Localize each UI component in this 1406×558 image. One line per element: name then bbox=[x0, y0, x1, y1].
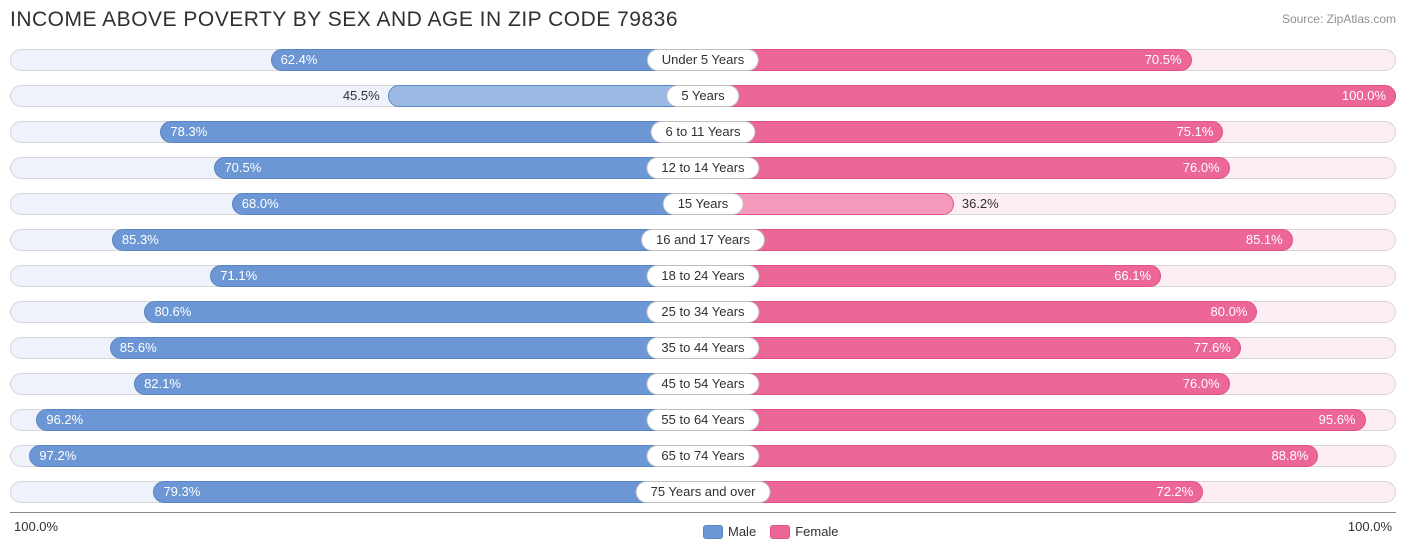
male-value: 80.6% bbox=[154, 301, 191, 323]
female-bar bbox=[703, 49, 1192, 71]
male-bar bbox=[388, 85, 703, 107]
chart-footer: 100.0% Male Female 100.0% bbox=[10, 513, 1396, 539]
category-label: 65 to 74 Years bbox=[646, 445, 759, 467]
legend-female: Female bbox=[770, 524, 838, 539]
chart-row: 79.3% 72.2% 75 Years and over bbox=[10, 476, 1396, 508]
category-label: 55 to 64 Years bbox=[646, 409, 759, 431]
female-value: 77.6% bbox=[1194, 337, 1231, 359]
male-value: 78.3% bbox=[170, 121, 207, 143]
category-label: 6 to 11 Years bbox=[651, 121, 756, 143]
female-bar bbox=[703, 337, 1241, 359]
male-bar bbox=[134, 373, 703, 395]
male-bar bbox=[144, 301, 703, 323]
female-bar bbox=[703, 121, 1223, 143]
chart-row: 70.5% 76.0% 12 to 14 Years bbox=[10, 152, 1396, 184]
male-value: 97.2% bbox=[39, 445, 76, 467]
chart-source: Source: ZipAtlas.com bbox=[1282, 8, 1396, 26]
male-value: 71.1% bbox=[220, 265, 257, 287]
female-bar bbox=[703, 409, 1366, 431]
male-value: 45.5% bbox=[343, 85, 388, 107]
female-bar bbox=[703, 85, 1396, 107]
chart-row: 82.1% 76.0% 45 to 54 Years bbox=[10, 368, 1396, 400]
chart-row: 71.1% 66.1% 18 to 24 Years bbox=[10, 260, 1396, 292]
axis-max-right-label: 100.0% bbox=[1348, 519, 1392, 534]
female-value: 76.0% bbox=[1183, 373, 1220, 395]
pyramid-chart: 62.4% 70.5% Under 5 Years 45.5% 100.0% 5 Year… bbox=[10, 44, 1396, 513]
chart-row: 85.3% 85.1% 16 and 17 Years bbox=[10, 224, 1396, 256]
male-bar bbox=[271, 49, 703, 71]
female-value: 75.1% bbox=[1177, 121, 1214, 143]
category-label: Under 5 Years bbox=[647, 49, 759, 71]
legend: Male Female bbox=[703, 519, 839, 545]
legend-female-label: Female bbox=[795, 524, 838, 539]
female-value: 70.5% bbox=[1145, 49, 1182, 71]
female-value: 80.0% bbox=[1211, 301, 1248, 323]
male-value: 82.1% bbox=[144, 373, 181, 395]
male-bar bbox=[160, 121, 703, 143]
female-bar bbox=[703, 229, 1293, 251]
male-bar bbox=[232, 193, 703, 215]
axis-max-left: 100.0% bbox=[10, 519, 703, 534]
category-label: 35 to 44 Years bbox=[646, 337, 759, 359]
male-bar bbox=[214, 157, 703, 179]
female-value: 66.1% bbox=[1114, 265, 1151, 287]
chart-row: 97.2% 88.8% 65 to 74 Years bbox=[10, 440, 1396, 472]
male-bar bbox=[112, 229, 703, 251]
male-value: 79.3% bbox=[163, 481, 200, 503]
chart-row: 62.4% 70.5% Under 5 Years bbox=[10, 44, 1396, 76]
male-value: 62.4% bbox=[281, 49, 318, 71]
category-label: 18 to 24 Years bbox=[646, 265, 759, 287]
chart-title: INCOME ABOVE POVERTY BY SEX AND AGE IN Z… bbox=[10, 8, 678, 32]
female-value: 100.0% bbox=[1342, 85, 1386, 107]
male-bar bbox=[153, 481, 703, 503]
chart-row: 80.6% 80.0% 25 to 34 Years bbox=[10, 296, 1396, 328]
female-value: 88.8% bbox=[1272, 445, 1309, 467]
category-label: 45 to 54 Years bbox=[646, 373, 759, 395]
male-bar bbox=[29, 445, 703, 467]
axis-max-right: Male Female 100.0% bbox=[703, 519, 1396, 534]
chart-header: INCOME ABOVE POVERTY BY SEX AND AGE IN Z… bbox=[10, 8, 1396, 32]
chart-row: 85.6% 77.6% 35 to 44 Years bbox=[10, 332, 1396, 364]
male-value: 85.3% bbox=[122, 229, 159, 251]
male-bar bbox=[36, 409, 703, 431]
legend-male: Male bbox=[703, 524, 756, 539]
chart-row: 78.3% 75.1% 6 to 11 Years bbox=[10, 116, 1396, 148]
female-value: 36.2% bbox=[954, 193, 999, 215]
legend-female-swatch bbox=[770, 525, 790, 539]
chart-row: 96.2% 95.6% 55 to 64 Years bbox=[10, 404, 1396, 436]
female-bar bbox=[703, 445, 1318, 467]
category-label: 12 to 14 Years bbox=[646, 157, 759, 179]
category-label: 25 to 34 Years bbox=[646, 301, 759, 323]
category-label: 16 and 17 Years bbox=[641, 229, 765, 251]
female-bar bbox=[703, 265, 1161, 287]
category-label: 75 Years and over bbox=[636, 481, 771, 503]
male-bar bbox=[110, 337, 703, 359]
female-value: 85.1% bbox=[1246, 229, 1283, 251]
female-value: 76.0% bbox=[1183, 157, 1220, 179]
male-bar bbox=[210, 265, 703, 287]
female-bar bbox=[703, 301, 1257, 323]
legend-male-swatch bbox=[703, 525, 723, 539]
male-value: 70.5% bbox=[224, 157, 261, 179]
male-value: 96.2% bbox=[46, 409, 83, 431]
chart-row: 45.5% 100.0% 5 Years bbox=[10, 80, 1396, 112]
category-label: 5 Years bbox=[666, 85, 739, 107]
female-bar bbox=[703, 481, 1203, 503]
category-label: 15 Years bbox=[663, 193, 744, 215]
female-value: 95.6% bbox=[1319, 409, 1356, 431]
female-bar bbox=[703, 373, 1230, 395]
chart-row: 68.0% 36.2% 15 Years bbox=[10, 188, 1396, 220]
female-value: 72.2% bbox=[1156, 481, 1193, 503]
male-value: 85.6% bbox=[120, 337, 157, 359]
female-bar bbox=[703, 157, 1230, 179]
male-value: 68.0% bbox=[242, 193, 279, 215]
legend-male-label: Male bbox=[728, 524, 756, 539]
